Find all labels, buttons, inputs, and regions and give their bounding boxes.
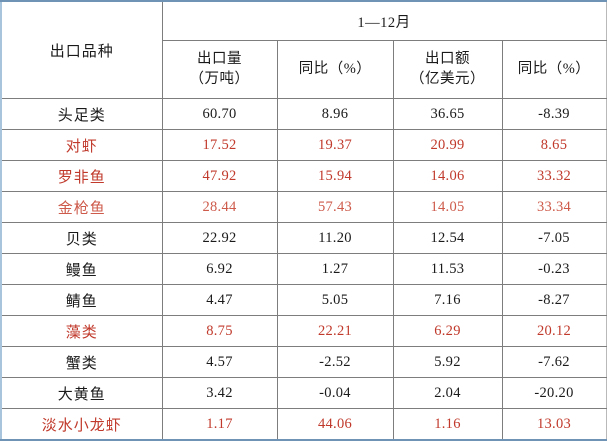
column-header-export-volume-line2: （万吨） — [189, 70, 250, 87]
cell-export-value: 20.99 — [393, 129, 503, 161]
column-header-period: 1—12月 — [162, 1, 607, 41]
table-row: 对虾 17.52 19.37 20.99 8.65 — [1, 129, 607, 161]
cell-variety-name: 淡水小龙虾 — [1, 408, 163, 440]
cell-variety-name: 金枪鱼 — [1, 191, 163, 223]
cell-export-value: 36.65 — [393, 98, 503, 130]
table-row: 蟹类 4.57 -2.52 5.92 -7.62 — [1, 346, 607, 378]
cell-volume-yoy: -0.04 — [277, 377, 394, 409]
cell-export-value: 14.06 — [393, 160, 503, 192]
cell-value-yoy: -7.62 — [502, 346, 607, 378]
column-header-variety: 出口品种 — [1, 1, 163, 99]
cell-variety-name: 鲭鱼 — [1, 284, 163, 316]
table-row: 鳗鱼 6.92 1.27 11.53 -0.23 — [1, 253, 607, 285]
cell-variety-name: 鳗鱼 — [1, 253, 163, 285]
cell-variety-name: 大黄鱼 — [1, 377, 163, 409]
cell-volume-yoy: 8.96 — [277, 98, 394, 130]
cell-variety-name: 对虾 — [1, 129, 163, 161]
table-row: 淡水小龙虾 1.17 44.06 1.16 13.03 — [1, 408, 607, 440]
cell-export-volume: 47.92 — [162, 160, 278, 192]
cell-export-value: 5.92 — [393, 346, 503, 378]
cell-export-value: 7.16 — [393, 284, 503, 316]
cell-export-volume: 17.52 — [162, 129, 278, 161]
cell-export-volume: 4.47 — [162, 284, 278, 316]
cell-export-volume: 6.92 — [162, 253, 278, 285]
cell-volume-yoy: 1.27 — [277, 253, 394, 285]
cell-export-value: 11.53 — [393, 253, 503, 285]
table-row: 罗非鱼 47.92 15.94 14.06 33.32 — [1, 160, 607, 192]
column-header-value-yoy: 同比（%） — [502, 40, 607, 99]
cell-variety-name: 罗非鱼 — [1, 160, 163, 192]
cell-volume-yoy: 5.05 — [277, 284, 394, 316]
table-row: 藻类 8.75 22.21 6.29 20.12 — [1, 315, 607, 347]
table-row: 贝类 22.92 11.20 12.54 -7.05 — [1, 222, 607, 254]
cell-export-volume: 22.92 — [162, 222, 278, 254]
cell-value-yoy: 33.32 — [502, 160, 607, 192]
table-row: 头足类 60.70 8.96 36.65 -8.39 — [1, 98, 607, 130]
cell-volume-yoy: 11.20 — [277, 222, 394, 254]
table-header: 出口品种 1—12月 出口量 （万吨） 同比（%） 出口额 （亿美元） 同比（%… — [1, 1, 607, 99]
cell-volume-yoy: 57.43 — [277, 191, 394, 223]
cell-volume-yoy: 44.06 — [277, 408, 394, 440]
cell-export-value: 14.05 — [393, 191, 503, 223]
cell-export-volume: 4.57 — [162, 346, 278, 378]
cell-value-yoy: 8.65 — [502, 129, 607, 161]
column-header-volume-yoy: 同比（%） — [277, 40, 394, 99]
cell-variety-name: 头足类 — [1, 98, 163, 130]
cell-export-value: 2.04 — [393, 377, 503, 409]
cell-export-volume: 1.17 — [162, 408, 278, 440]
table-row: 金枪鱼 28.44 57.43 14.05 33.34 — [1, 191, 607, 223]
cell-variety-name: 贝类 — [1, 222, 163, 254]
cell-variety-name: 蟹类 — [1, 346, 163, 378]
column-header-export-value-line2: （亿美元） — [410, 70, 485, 87]
cell-volume-yoy: -2.52 — [277, 346, 394, 378]
cell-export-value: 12.54 — [393, 222, 503, 254]
table-body: 头足类 60.70 8.96 36.65 -8.39 对虾 17.52 19.37 20.99 8… — [1, 98, 607, 440]
header-row-sub: 出口量 （万吨） 同比（%） 出口额 （亿美元） 同比（%） — [1, 40, 607, 99]
header-row-top: 出口品种 1—12月 — [1, 1, 607, 99]
cell-export-volume: 3.42 — [162, 377, 278, 409]
cell-value-yoy: -0.23 — [502, 253, 607, 285]
cell-volume-yoy: 15.94 — [277, 160, 394, 192]
cell-value-yoy: -8.27 — [502, 284, 607, 316]
cell-value-yoy: -7.05 — [502, 222, 607, 254]
cell-volume-yoy: 19.37 — [277, 129, 394, 161]
column-header-export-value-line1: 出口额 — [425, 50, 470, 67]
cell-value-yoy: 20.12 — [502, 315, 607, 347]
cell-export-volume: 60.70 — [162, 98, 278, 130]
table-row: 鲭鱼 4.47 5.05 7.16 -8.27 — [1, 284, 607, 316]
cell-value-yoy: 33.34 — [502, 191, 607, 223]
cell-value-yoy: 13.03 — [502, 408, 607, 440]
column-header-export-volume-line1: 出口量 — [197, 50, 242, 67]
column-header-value-yoy-line1: 同比（%） — [517, 60, 591, 77]
column-header-export-volume: 出口量 （万吨） — [162, 40, 278, 99]
cell-volume-yoy: 22.21 — [277, 315, 394, 347]
column-header-export-value: 出口额 （亿美元） — [393, 40, 503, 99]
cell-export-volume: 28.44 — [162, 191, 278, 223]
cell-value-yoy: -8.39 — [502, 98, 607, 130]
cell-export-value: 6.29 — [393, 315, 503, 347]
cell-value-yoy: -20.20 — [502, 377, 607, 409]
table-row: 大黄鱼 3.42 -0.04 2.04 -20.20 — [1, 377, 607, 409]
cell-variety-name: 藻类 — [1, 315, 163, 347]
column-header-volume-yoy-line1: 同比（%） — [298, 60, 372, 77]
cell-export-volume: 8.75 — [162, 315, 278, 347]
cell-export-value: 1.16 — [393, 408, 503, 440]
